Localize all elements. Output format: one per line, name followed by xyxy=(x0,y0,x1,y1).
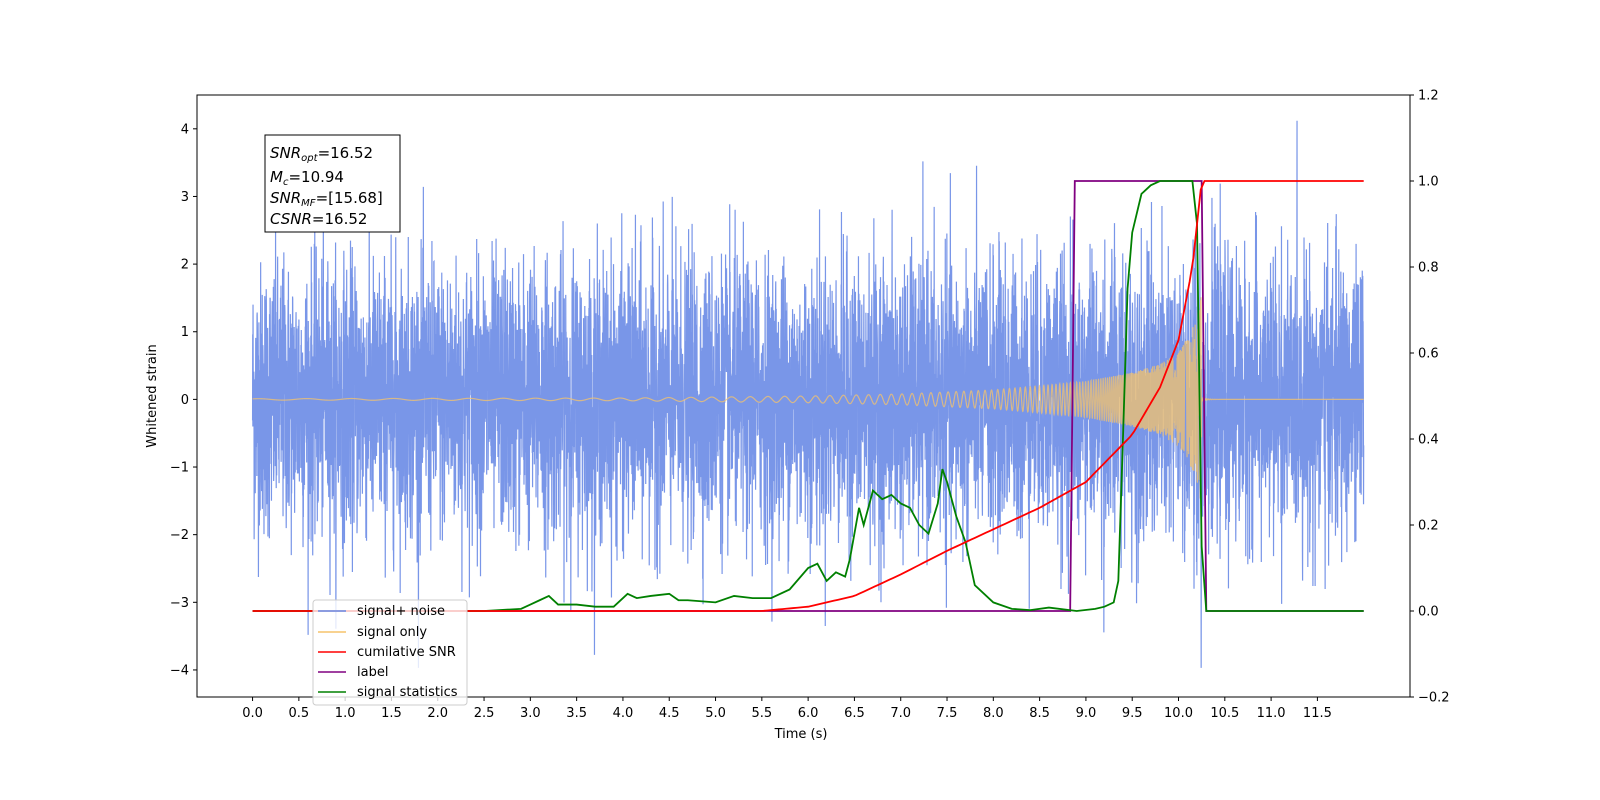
y2-tick-label: 1.0 xyxy=(1418,175,1439,190)
y2-tick-label: 0.2 xyxy=(1418,519,1439,534)
x-tick-label: 2.5 xyxy=(474,706,495,721)
y2-tick-label: 0.8 xyxy=(1418,261,1439,276)
stats-annotation-box: SNRopt=16.52 Mc=10.94 SNRMF=[15.68] CSNR… xyxy=(264,134,401,233)
y2-axis-ticks: 1.2 1.0 0.8 0.6 0.4 0.2 0.0 −0.2 xyxy=(1410,89,1450,706)
y-tick-label: 1 xyxy=(181,325,189,340)
x-tick-label: 5.0 xyxy=(705,706,726,721)
axes-frame xyxy=(196,94,1411,698)
x-tick-label: 5.5 xyxy=(751,706,772,721)
x-tick-label: 4.5 xyxy=(659,706,680,721)
legend-label-signal-only: signal only xyxy=(357,625,427,640)
x-tick-label: 8.5 xyxy=(1029,706,1050,721)
x-tick-label: 0.0 xyxy=(242,706,263,721)
y2-tick-label: 1.2 xyxy=(1418,89,1439,104)
y-axis-ticks: 4 3 2 1 0 −1 −2 −3 −4 xyxy=(170,122,197,678)
x-tick-label: 7.5 xyxy=(937,706,958,721)
x-tick-label: 2.0 xyxy=(427,706,448,721)
x-tick-label: 6.5 xyxy=(844,706,865,721)
annotation-snr-mf: SNRMF=[15.68] xyxy=(270,189,383,209)
x-tick-label: 9.0 xyxy=(1076,706,1097,721)
y-tick-label: −2 xyxy=(170,528,189,543)
annotation-frame xyxy=(264,134,401,233)
series-signal-only xyxy=(252,297,1364,500)
x-tick-label: 10.5 xyxy=(1210,706,1239,721)
y-tick-label: 4 xyxy=(181,122,189,137)
y-tick-label: 3 xyxy=(181,190,189,205)
legend-label-label: label xyxy=(357,665,388,680)
legend-item-signal-statistics: signal statistics xyxy=(318,685,458,700)
x-tick-label: 11.5 xyxy=(1303,706,1332,721)
annotation-csnr: CSNR=16.52 xyxy=(270,210,367,228)
legend-item-label: label xyxy=(318,665,388,680)
x-axis-label: Time (s) xyxy=(774,727,828,742)
x-tick-label: 1.5 xyxy=(381,706,402,721)
legend-label-cumulative-snr: cumilative SNR xyxy=(357,645,456,660)
legend-item-signal-only: signal only xyxy=(318,625,427,640)
series-signal-statistics xyxy=(252,180,1364,612)
x-tick-label: 3.0 xyxy=(520,706,541,721)
x-axis-ticks: 0.0 0.5 1.0 1.5 2.0 2.5 3.0 3.5 4.0 4.5 5.0 5.5 6.0 6… xyxy=(242,697,1332,721)
y-tick-label: −3 xyxy=(170,596,189,611)
legend-frame xyxy=(312,599,468,706)
y2-tick-label: 0.0 xyxy=(1418,605,1439,620)
legend: signal+ noise signal only cumilative SNR… xyxy=(312,599,468,706)
x-tick-label: 4.0 xyxy=(613,706,634,721)
y-tick-label: 0 xyxy=(181,393,189,408)
x-tick-label: 9.5 xyxy=(1122,706,1143,721)
x-tick-label: 8.0 xyxy=(983,706,1004,721)
x-tick-label: 6.0 xyxy=(798,706,819,721)
x-tick-label: 0.5 xyxy=(289,706,310,721)
y2-tick-label: 0.4 xyxy=(1418,433,1439,448)
x-tick-label: 10.0 xyxy=(1164,706,1193,721)
legend-item-signal-noise: signal+ noise xyxy=(318,604,445,619)
annotation-chirp-mass: Mc=10.94 xyxy=(270,168,344,188)
legend-label-signal-noise: signal+ noise xyxy=(357,604,445,619)
y-axis-label: Whitened strain xyxy=(145,344,160,447)
legend-label-signal-statistics: signal statistics xyxy=(357,685,458,700)
x-tick-label: 3.5 xyxy=(566,706,587,721)
y-tick-label: −4 xyxy=(170,663,189,678)
y-tick-label: 2 xyxy=(181,258,189,273)
x-tick-label: 7.0 xyxy=(890,706,911,721)
y2-tick-label: −0.2 xyxy=(1418,691,1450,706)
x-tick-label: 11.0 xyxy=(1257,706,1286,721)
legend-item-cumulative-snr: cumilative SNR xyxy=(318,645,456,660)
y-tick-label: −1 xyxy=(170,461,189,476)
x-tick-label: 1.0 xyxy=(335,706,356,721)
y2-tick-label: 0.6 xyxy=(1418,347,1439,362)
annotation-snr-opt: SNRopt=16.52 xyxy=(270,144,373,164)
plot-area xyxy=(251,120,1365,668)
